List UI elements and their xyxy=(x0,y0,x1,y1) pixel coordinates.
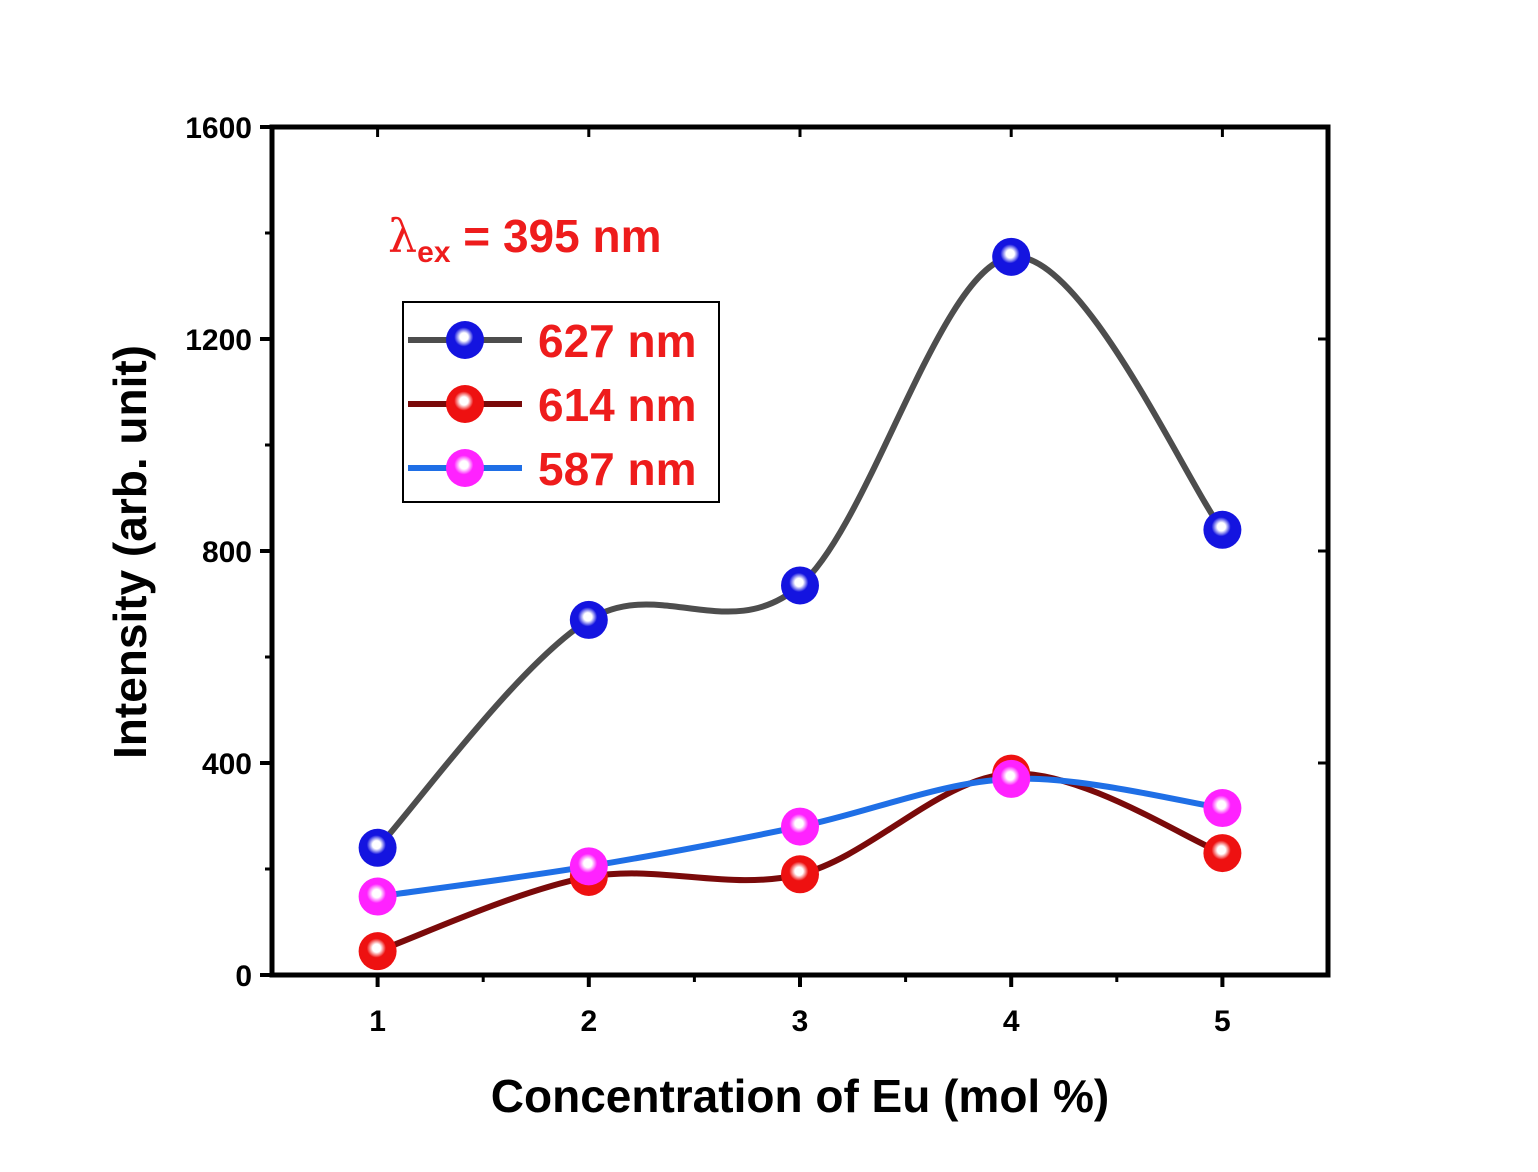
data-point xyxy=(358,877,397,916)
data-point xyxy=(569,847,608,886)
legend-item: 627 nm xyxy=(408,315,697,367)
x-axis-title: Concentration of Eu (mol %) xyxy=(491,1070,1109,1122)
svg-text:λex = 395 nm: λex = 395 nm xyxy=(388,209,661,269)
y-axis: 0 400 800 1200 1600 xyxy=(185,112,1328,993)
legend-label: 627 nm xyxy=(538,315,697,367)
series-587-nm xyxy=(358,759,1242,916)
x-tick-label: 3 xyxy=(792,1005,809,1038)
data-point xyxy=(1203,834,1242,873)
data-point xyxy=(1203,510,1242,549)
legend: 627 nm 614 nm 587 nm xyxy=(402,301,720,503)
data-point xyxy=(781,807,819,846)
x-axis: 1 2 3 4 5 xyxy=(369,127,1231,1038)
series-layer xyxy=(358,237,1242,971)
legend-item: 614 nm xyxy=(408,379,697,431)
data-point xyxy=(1203,789,1242,828)
series-line xyxy=(375,253,1225,850)
series-627-nm xyxy=(358,237,1242,867)
x-tick-label: 5 xyxy=(1214,1005,1231,1038)
legend-swatch-marker xyxy=(446,449,484,487)
annotation-text: = 395 nm xyxy=(451,210,662,262)
legend-label: 614 nm xyxy=(538,379,697,431)
x-tick-label: 1 xyxy=(369,1005,386,1038)
data-point xyxy=(358,828,397,867)
y-tick-label: 0 xyxy=(235,960,252,993)
data-point xyxy=(781,855,819,894)
legend-swatch-marker xyxy=(446,321,484,359)
annotation-symbol: λ xyxy=(388,209,417,263)
legend-label: 587 nm xyxy=(538,443,697,495)
annotation-subscript: ex xyxy=(417,236,451,269)
y-tick-label: 800 xyxy=(202,536,252,569)
y-tick-label: 1200 xyxy=(185,324,252,357)
y-tick-label: 1600 xyxy=(185,112,252,145)
y-tick-label: 400 xyxy=(202,748,252,781)
legend-item: 587 nm xyxy=(408,443,697,495)
data-point xyxy=(358,932,397,971)
annotation: λex = 395 nm xyxy=(388,209,661,269)
data-point xyxy=(992,759,1031,798)
x-tick-label: 2 xyxy=(580,1005,597,1038)
data-point xyxy=(569,600,608,639)
data-point xyxy=(781,566,819,605)
x-tick-label: 4 xyxy=(1003,1005,1020,1038)
y-axis-title: Intensity (arb. unit) xyxy=(104,345,156,759)
data-point xyxy=(992,237,1031,276)
legend-swatch-marker xyxy=(446,385,484,423)
